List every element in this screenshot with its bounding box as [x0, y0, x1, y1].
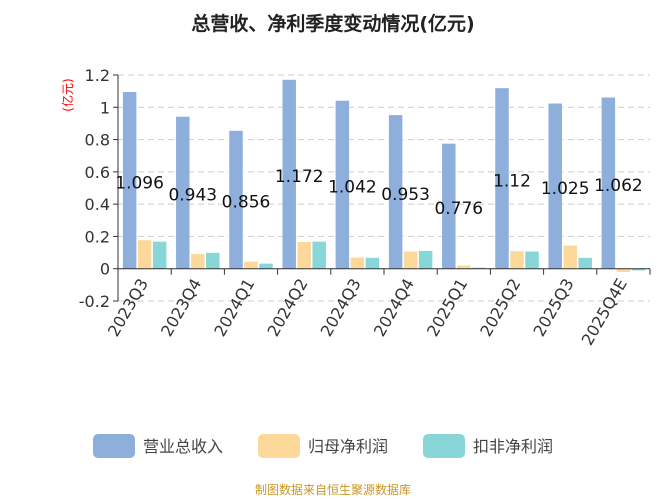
y-tick-label: 0.4 — [85, 195, 110, 214]
legend-label: 归母净利润 — [308, 437, 388, 456]
bar-net-profit — [296, 241, 312, 269]
bar-net-profit — [403, 251, 418, 269]
bar-deducted-net-profit — [365, 257, 380, 269]
chart-title: 总营收、净利季度变动情况(亿元) — [191, 12, 474, 35]
legend-label: 扣非净利润 — [473, 437, 553, 456]
data-label: 1.042 — [328, 178, 377, 198]
bar-net-profit — [509, 250, 525, 269]
data-label: 0.953 — [381, 185, 430, 205]
data-label: 0.943 — [168, 186, 217, 206]
y-tick-label: 0 — [100, 260, 110, 279]
bar-net-profit — [616, 268, 631, 273]
legend-swatch — [258, 434, 300, 458]
x-tick-label: 2025Q3 — [529, 275, 577, 339]
legend-swatch — [93, 434, 135, 458]
x-tick-label: 2025Q2 — [476, 275, 524, 339]
bar-net-profit — [350, 257, 365, 269]
y-tick-label: 0.2 — [85, 227, 110, 246]
bar-net-profit — [137, 239, 152, 269]
y-tick-label: 1 — [100, 98, 110, 117]
y-tick-label: 0.8 — [85, 131, 110, 150]
data-label: 0.776 — [434, 199, 483, 219]
data-label: 1.025 — [541, 179, 590, 199]
x-tick-label: 2024Q3 — [317, 275, 365, 339]
data-label: 1.062 — [594, 176, 643, 196]
y-axis-label: (亿元) — [60, 78, 75, 111]
bar-net-profit — [190, 253, 206, 269]
x-tick-label: 2025Q1 — [423, 275, 471, 339]
y-tick-label: -0.2 — [79, 292, 110, 311]
x-tick-label: 2024Q2 — [263, 275, 311, 339]
x-tick-label: 2024Q4 — [370, 275, 418, 339]
data-label: 1.12 — [493, 171, 531, 191]
bar-deducted-net-profit — [577, 257, 593, 269]
x-tick-label: 2023Q4 — [157, 275, 205, 339]
bar-deducted-net-profit — [152, 241, 167, 269]
bar-deducted-net-profit — [524, 251, 540, 269]
data-label: 1.096 — [115, 173, 164, 193]
bar-deducted-net-profit — [205, 252, 221, 269]
bar-deducted-net-profit — [311, 241, 327, 269]
bar-deducted-net-profit — [418, 250, 433, 269]
x-tick-label: 2025Q4E — [578, 275, 631, 348]
data-label: 0.856 — [222, 193, 271, 213]
bar-net-profit — [456, 264, 472, 269]
x-tick-label: 2024Q1 — [210, 275, 258, 339]
legend-swatch — [423, 434, 465, 458]
y-tick-label: 1.2 — [85, 66, 110, 85]
x-tick-label: 2023Q3 — [104, 275, 152, 339]
y-tick-label: 0.6 — [85, 163, 110, 182]
bar-net-profit — [243, 261, 259, 269]
legend-label: 营业总收入 — [143, 437, 223, 456]
source-note: 制图数据来自恒生聚源数据库 — [255, 482, 411, 497]
bar-net-profit — [562, 245, 578, 269]
bar-deducted-net-profit — [258, 263, 274, 269]
data-label: 1.172 — [275, 167, 324, 187]
